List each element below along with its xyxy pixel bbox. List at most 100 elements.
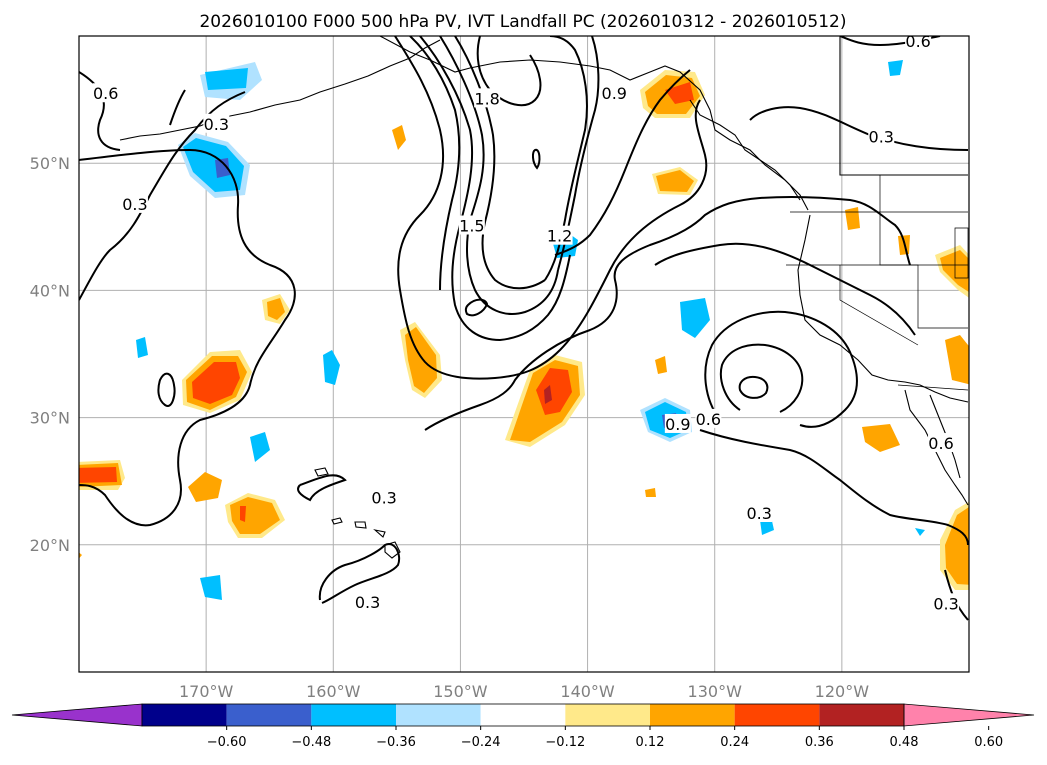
contour-label: 0.6 — [93, 84, 118, 103]
contour-0.3-ne — [749, 106, 969, 151]
colorbar-segment — [650, 704, 735, 726]
contour-label-bg — [121, 193, 148, 213]
border-box — [954, 227, 969, 279]
contour-0.9-east — [720, 343, 804, 413]
contour-label-bg — [868, 126, 895, 146]
contour-label-bg — [928, 433, 955, 453]
contour-0.3-aleut — [169, 89, 186, 126]
contour-0.6-east — [704, 310, 858, 428]
pv-negative-blob — [323, 350, 340, 385]
contour-1.2 — [439, 36, 559, 315]
pv-positive-blob — [392, 125, 406, 150]
lon-label: 170°W — [179, 682, 234, 701]
contour-label-bg — [695, 408, 722, 428]
contour-label: 0.9 — [602, 84, 627, 103]
border-us-mexico — [897, 384, 969, 391]
colorbar-frame — [141, 703, 905, 727]
colorbar-tick-label: 0.48 — [890, 735, 919, 750]
pv-positive-blob — [188, 472, 222, 502]
lon-label: 140°W — [560, 682, 615, 701]
contour-label: 0.3 — [869, 127, 894, 146]
coastlines — [119, 36, 969, 559]
colorbar-tick-label: −0.36 — [376, 735, 416, 750]
contour-0.3-outer — [424, 195, 911, 431]
contour-label-bg — [933, 593, 960, 613]
pv-positive-blob — [79, 467, 117, 483]
contour-label-bg — [664, 413, 691, 433]
contour-1.2-east — [738, 375, 769, 399]
pv-negative-blob — [205, 68, 248, 90]
contour-label-bg — [354, 592, 381, 612]
contour-label: 0.6 — [696, 410, 721, 429]
pv-positive-blob — [645, 488, 656, 497]
coastline-aleutians — [119, 39, 441, 141]
pv-negative-blob — [250, 432, 270, 462]
pv-positive-blob — [665, 82, 694, 104]
contour-label: 0.3 — [371, 489, 396, 508]
contour-label-bg — [546, 225, 573, 245]
contour-label-bg — [203, 113, 230, 133]
coastline-bc-coast — [689, 99, 801, 201]
pv-positive-blob — [656, 170, 694, 192]
colorbar-extend-high — [903, 703, 1035, 727]
colorbar-tick-label: −0.24 — [461, 735, 501, 750]
contour-0.3-hawaii — [297, 474, 347, 502]
colorbar-segment — [142, 704, 227, 726]
contour-0.3-se — [699, 429, 969, 546]
colorbar-tick-label: 0.12 — [636, 735, 665, 750]
contour-label-bg — [474, 88, 501, 108]
contour-label: 0.6 — [928, 434, 953, 453]
colorbar-tick-label: 0.24 — [720, 735, 749, 750]
contour-0.9-arm — [554, 69, 691, 256]
border-ca-diagonal — [839, 265, 919, 346]
pv-negative-blob — [136, 337, 148, 358]
contour-0.3-main — [79, 148, 296, 527]
contour-label: 0.9 — [665, 415, 690, 434]
pv-shading — [79, 60, 969, 600]
axis-labels: 50°N 40°N 30°N 20°N 170°W 160°W 150°W 140°W 130°… — [30, 154, 870, 701]
coastline-hawaii-1 — [314, 467, 329, 477]
contour-0.6-alaska-1 — [409, 36, 461, 291]
coastline-baja — [904, 389, 969, 506]
coastline-hawaii-4 — [373, 529, 386, 538]
pv-positive-blob — [845, 207, 860, 230]
contour-label-bg — [746, 503, 773, 522]
colorbar-segment — [819, 704, 904, 726]
map-title: 2026010100 F000 500 hPa PV, IVT Landfall… — [199, 12, 846, 32]
colorbar-segment — [480, 704, 566, 726]
contour-0.6-big — [394, 36, 708, 380]
contour-0.3-east — [654, 242, 916, 336]
colorbar: −0.60 −0.48 −0.36 −0.24 −0.12 0.12 0.24 0.36 0.4… — [11, 703, 1035, 750]
coastline-hawaii-5 — [384, 541, 401, 559]
contour-label: 0.3 — [746, 504, 771, 523]
colorbar-tick-label: −0.48 — [291, 735, 331, 750]
contour-label: 1.2 — [547, 227, 572, 246]
coastline-hawaii-2 — [331, 517, 343, 525]
colorbar-tick-label: 0.60 — [974, 735, 1003, 750]
contour-label-bg — [371, 487, 398, 507]
lon-label: 120°W — [815, 682, 870, 701]
pv-negative-blob — [915, 528, 925, 536]
pv-positive-blob — [544, 385, 552, 404]
pv-positive-blob — [940, 250, 969, 293]
pv-contours — [79, 36, 969, 621]
coastline-alaska-south — [379, 36, 809, 211]
pv-negative-blob — [680, 298, 710, 338]
pv-positive-blob — [240, 506, 246, 522]
lat-label: 50°N — [30, 154, 70, 173]
colorbar-segment — [565, 704, 650, 726]
pv-negative-blob — [888, 60, 903, 76]
lat-label: 40°N — [30, 281, 70, 300]
lat-label: 30°N — [30, 409, 70, 428]
colorbar-segment — [311, 704, 396, 726]
border-canada-alaska — [839, 36, 968, 176]
lat-label: 20°N — [30, 536, 70, 555]
contour-label: 0.3 — [122, 195, 147, 214]
pv-positive-blob — [862, 424, 900, 452]
contour-label-bg — [458, 215, 485, 235]
contour-1.8-blob — [531, 148, 541, 170]
colorbar-segment — [226, 704, 312, 726]
contour-1.8 — [476, 36, 542, 107]
contour-0.3-south — [318, 543, 401, 604]
